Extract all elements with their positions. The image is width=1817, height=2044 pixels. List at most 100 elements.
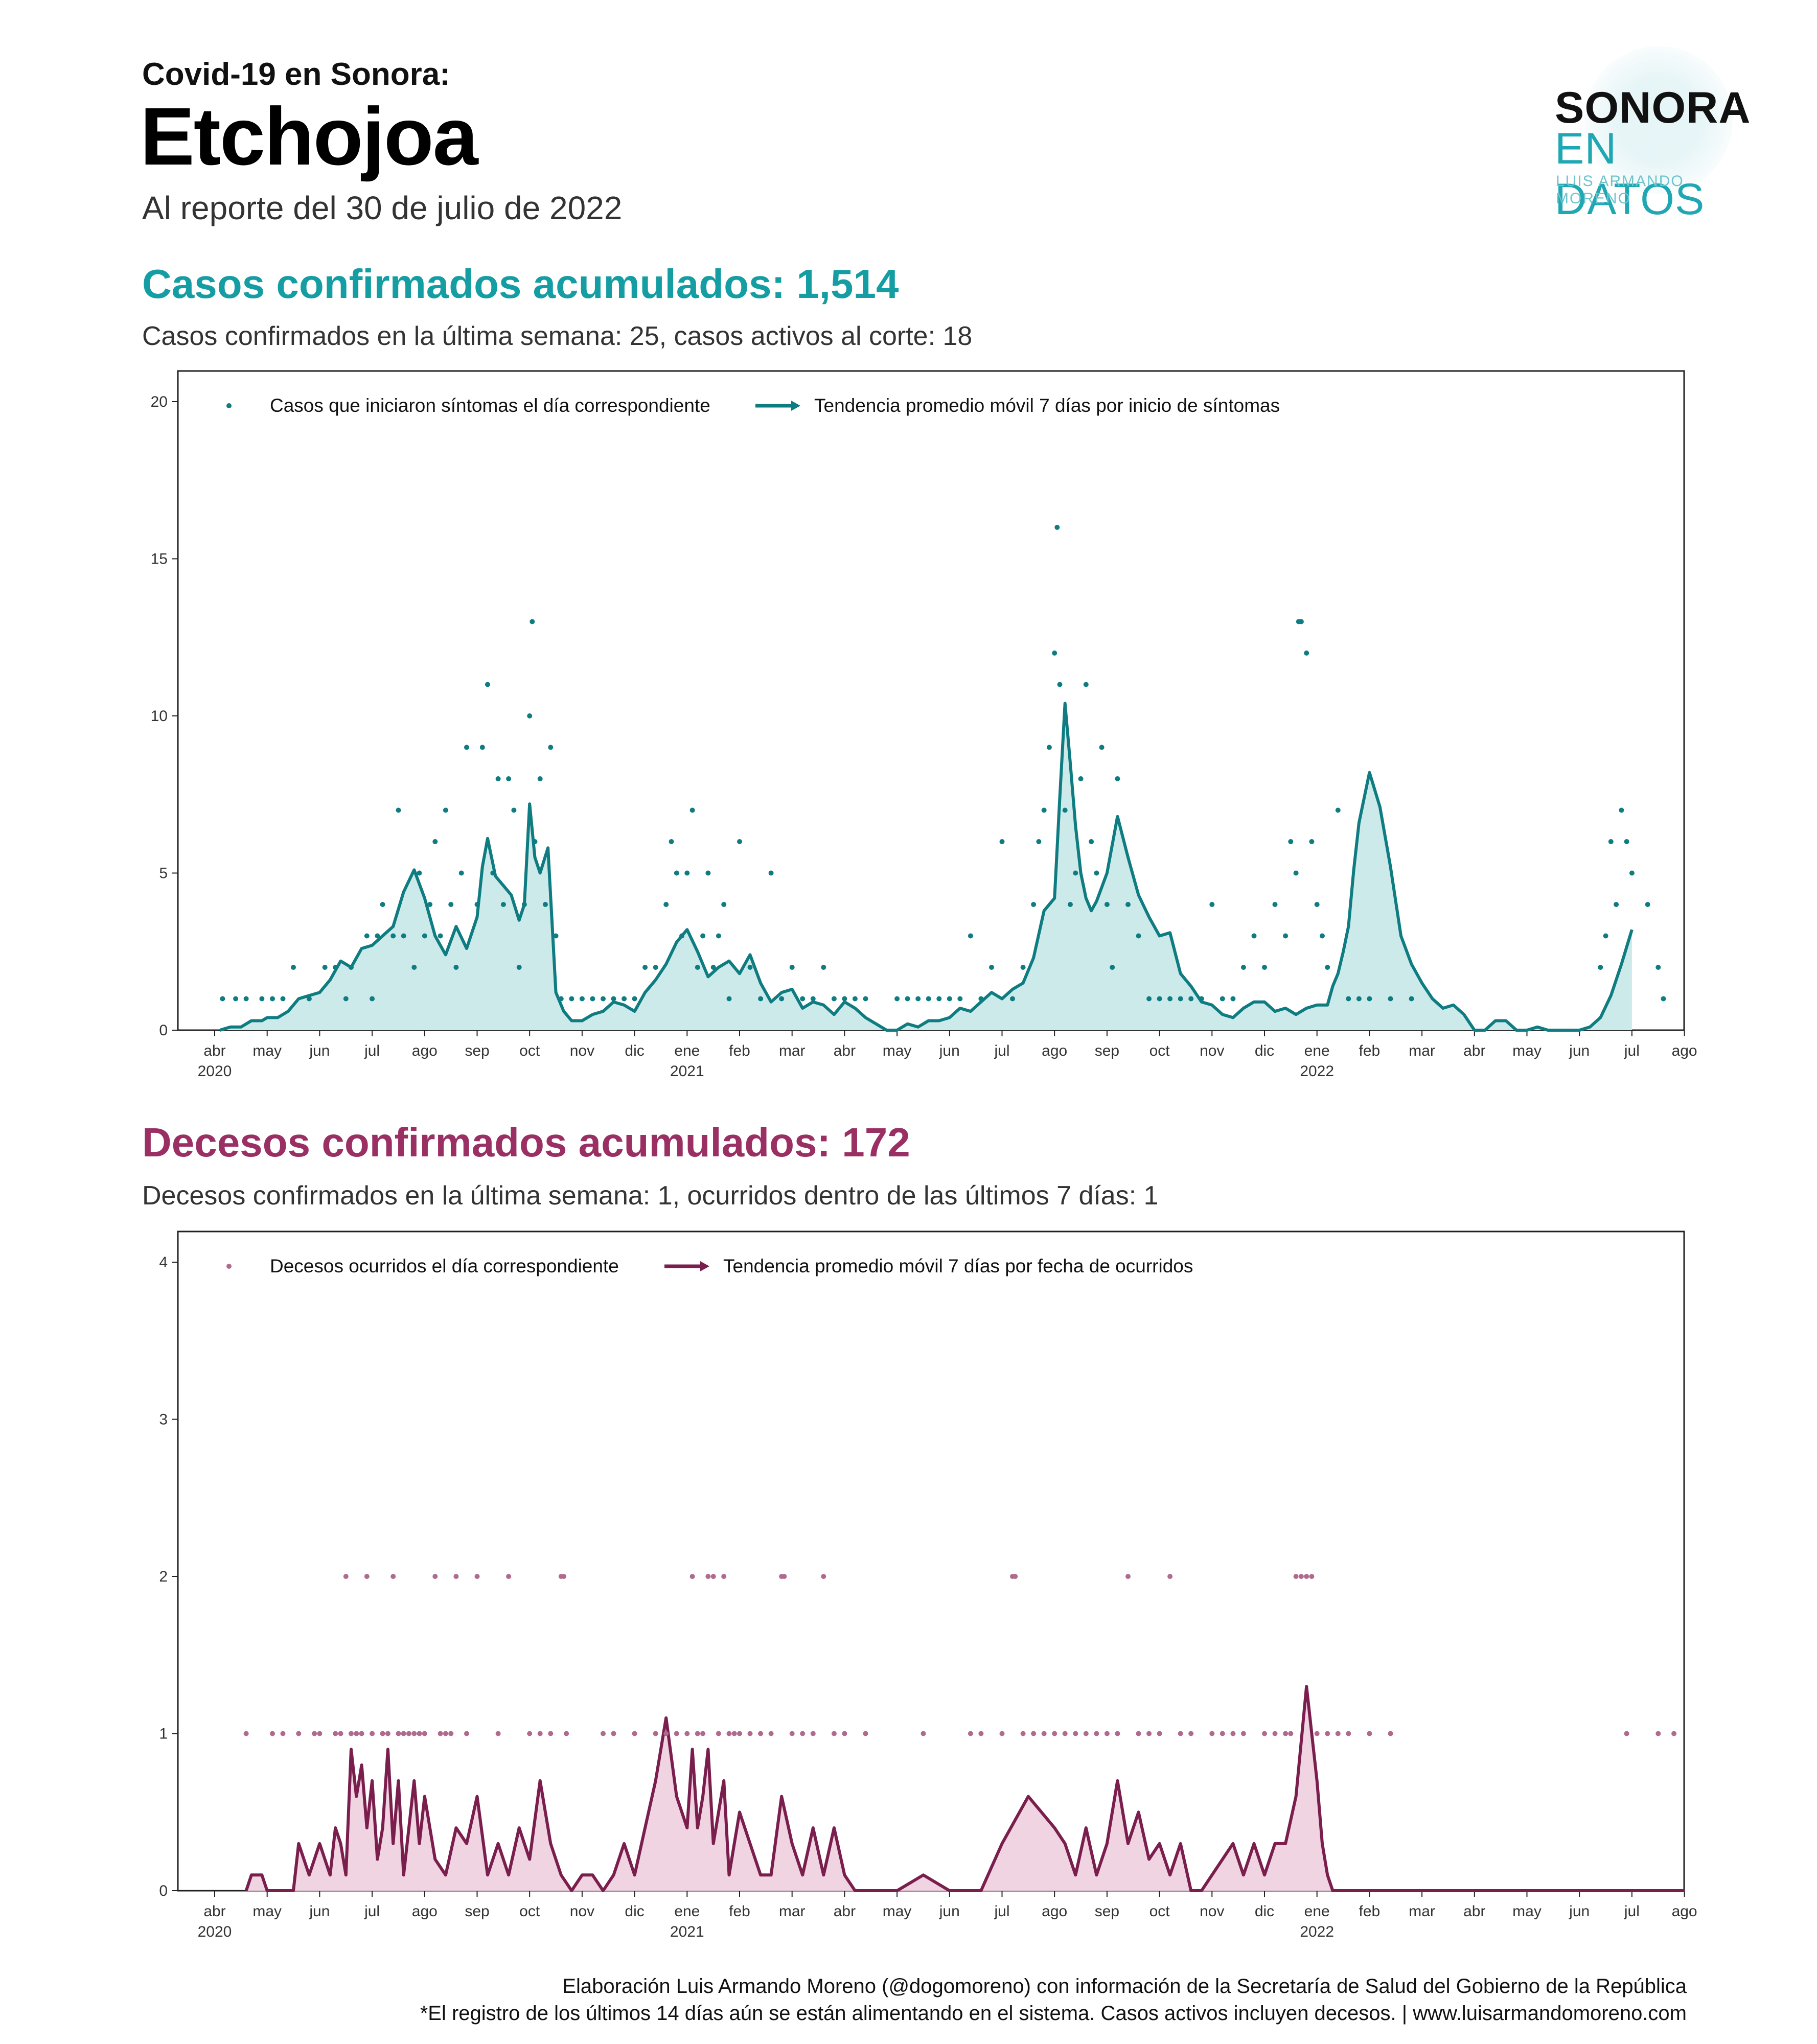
deaths-x-tick-label: oct — [519, 1903, 540, 1920]
deaths-data-point — [1230, 1731, 1236, 1736]
cases-data-point — [894, 996, 900, 1002]
cases-data-point — [1020, 965, 1026, 970]
cases-data-point — [1073, 870, 1078, 876]
deaths-x-tick-label: feb — [1359, 1903, 1381, 1920]
cases-x-tick-label: jul — [994, 1042, 1009, 1059]
cases-x-tick-label: oct — [519, 1042, 540, 1059]
deaths-x-tick-label: abr — [203, 1903, 225, 1920]
cases-data-point — [679, 933, 684, 939]
cases-data-point — [506, 776, 512, 781]
deaths-x-tick-label: ene — [1304, 1903, 1330, 1920]
cases-data-point — [490, 870, 496, 876]
deaths-data-point — [831, 1731, 837, 1736]
cases-x-tick-label: ene — [1304, 1042, 1330, 1059]
deaths-data-point — [1283, 1731, 1289, 1736]
deaths-data-point — [863, 1731, 868, 1736]
cases-data-point — [842, 996, 847, 1002]
deaths-data-point — [417, 1731, 422, 1736]
deaths-data-point — [653, 1731, 658, 1736]
deaths-x-tick-label: sep — [465, 1903, 489, 1920]
cases-x-tick-label: nov — [570, 1042, 594, 1059]
deaths-data-point — [731, 1731, 737, 1736]
cases-data-point — [543, 902, 548, 907]
cases-data-point — [1230, 996, 1236, 1002]
deaths-data-point — [1220, 1731, 1225, 1736]
deaths-data-point — [1157, 1731, 1162, 1736]
cases-x-tick-label: feb — [1359, 1042, 1381, 1059]
cases-data-point — [758, 996, 764, 1002]
deaths-data-point — [564, 1731, 569, 1736]
cases-trend-area — [220, 703, 1632, 1030]
cases-data-point — [789, 965, 795, 970]
cases-data-point — [233, 996, 239, 1002]
deaths-data-point — [561, 1574, 566, 1579]
deaths-data-point — [800, 1731, 806, 1736]
cases-data-point — [978, 996, 984, 1002]
cases-data-point — [411, 965, 417, 970]
deaths-data-point — [422, 1731, 427, 1736]
cases-data-point — [1619, 807, 1624, 813]
cases-x-tick-label: sep — [465, 1042, 489, 1059]
cases-data-point — [1146, 996, 1152, 1002]
cases-data-point — [669, 839, 674, 844]
cases-data-point — [1110, 965, 1115, 970]
deaths-data-point — [810, 1731, 816, 1736]
cases-data-point — [495, 776, 501, 781]
cases-data-point — [569, 996, 574, 1002]
cases-data-point — [1167, 996, 1173, 1002]
cases-data-point — [590, 996, 595, 1002]
deaths-data-point — [1346, 1731, 1351, 1736]
deaths-data-point — [438, 1731, 443, 1736]
deaths-chart: 0 1 2 3 4 abr may jun jul ago sep oct nov dic ene feb ma… — [159, 1230, 1697, 1940]
deaths-data-point — [710, 1574, 716, 1579]
deaths-x-tick-label: jun — [309, 1903, 330, 1920]
cases-data-point — [957, 996, 963, 1002]
cases-data-point — [1125, 902, 1131, 907]
deaths-x-tick-label: mar — [1409, 1903, 1435, 1920]
cases-data-point — [1325, 965, 1330, 970]
deaths-data-point — [464, 1731, 469, 1736]
deaths-data-point — [411, 1731, 417, 1736]
cases-x-tick-label: dic — [625, 1042, 644, 1059]
deaths-data-point — [359, 1731, 364, 1736]
cases-data-point — [438, 933, 443, 939]
deaths-data-point — [343, 1574, 349, 1579]
deaths-data-point — [370, 1731, 375, 1736]
cases-data-point — [1645, 902, 1650, 907]
cases-data-point — [243, 996, 249, 1002]
cases-data-point — [306, 996, 312, 1002]
deaths-legend-arrow-key — [700, 1261, 709, 1271]
cases-data-point — [1304, 651, 1309, 656]
deaths-data-point — [1013, 1574, 1018, 1579]
deaths-data-point — [684, 1731, 690, 1736]
cases-data-point — [684, 870, 690, 876]
cases-data-point — [989, 965, 994, 970]
cases-data-point — [500, 902, 506, 907]
deaths-data-point — [1188, 1731, 1194, 1736]
cases-data-point — [396, 807, 401, 813]
cases-data-point — [1209, 902, 1215, 907]
cases-data-point — [1099, 745, 1105, 750]
cases-data-point — [553, 933, 559, 939]
deaths-data-point — [338, 1731, 343, 1736]
deaths-data-point — [689, 1574, 695, 1579]
cases-x-tick-label: jun — [1569, 1042, 1590, 1059]
cases-x-tick-label: mar — [1409, 1042, 1435, 1059]
deaths-x-tick-label: abr — [834, 1903, 856, 1920]
deaths-data-point — [1314, 1731, 1320, 1736]
deaths-x-tick-label: dic — [625, 1903, 644, 1920]
deaths-x-tick-label: nov — [570, 1903, 594, 1920]
logo-circle — [1584, 46, 1733, 194]
deaths-plot-frame — [177, 1230, 1685, 1892]
deaths-data-point — [781, 1574, 787, 1579]
deaths-x-year-label: 2021 — [670, 1923, 704, 1940]
deaths-y-tick-label: 0 — [159, 1883, 168, 1899]
deaths-data-point — [1367, 1731, 1372, 1736]
deaths-data-point — [632, 1731, 637, 1736]
cases-section-title: Casos confirmados acumulados: 1,514 — [142, 261, 899, 307]
deaths-x-tick-label: jul — [994, 1903, 1009, 1920]
cases-data-point — [1409, 996, 1414, 1002]
cases-data-point — [1054, 525, 1060, 530]
cases-data-point — [1031, 902, 1037, 907]
cases-data-point — [1608, 839, 1614, 844]
